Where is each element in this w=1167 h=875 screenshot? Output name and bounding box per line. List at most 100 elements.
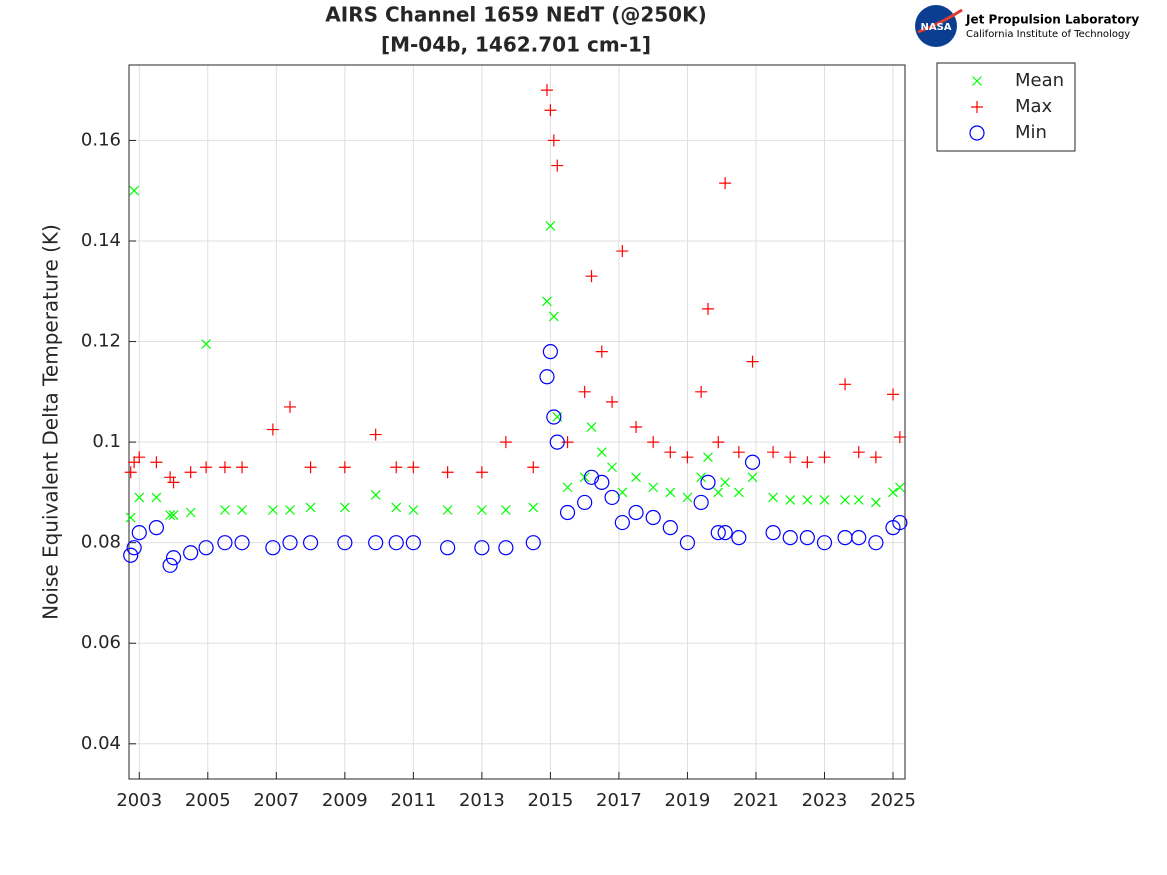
point xyxy=(545,220,556,231)
point xyxy=(733,487,744,498)
point xyxy=(712,436,725,449)
point xyxy=(710,525,726,541)
point xyxy=(604,489,620,506)
point xyxy=(785,495,796,505)
x-tick-label: 2019 xyxy=(665,790,711,811)
point xyxy=(234,535,250,551)
point xyxy=(819,495,830,505)
point xyxy=(338,461,351,474)
point xyxy=(630,421,643,434)
point xyxy=(528,502,539,513)
point xyxy=(201,339,212,349)
legend-marker xyxy=(969,125,985,141)
legend-label: Max xyxy=(1015,96,1053,117)
point xyxy=(405,535,421,551)
point xyxy=(162,557,178,573)
point xyxy=(474,540,490,556)
point xyxy=(284,400,297,413)
point xyxy=(266,423,279,436)
point xyxy=(407,461,420,474)
point xyxy=(165,510,176,520)
plot-area xyxy=(129,65,905,779)
point xyxy=(801,456,814,469)
x-tick-label: 2013 xyxy=(459,790,505,811)
point xyxy=(498,540,514,556)
point xyxy=(124,466,137,479)
point xyxy=(695,385,708,398)
point xyxy=(768,492,779,503)
y-tick-label: 0.16 xyxy=(81,129,121,150)
point xyxy=(595,345,608,358)
y-tick-label: 0.08 xyxy=(81,532,121,553)
point xyxy=(167,476,180,489)
point xyxy=(305,502,316,513)
y-tick-label: 0.1 xyxy=(92,431,121,452)
point xyxy=(894,482,905,493)
point xyxy=(869,451,882,464)
point xyxy=(546,409,562,425)
point xyxy=(302,535,319,551)
point xyxy=(852,446,865,459)
point xyxy=(549,434,565,450)
point xyxy=(645,509,661,526)
point xyxy=(559,504,576,521)
x-tick-label: 2025 xyxy=(870,790,916,811)
point xyxy=(746,355,759,368)
chart-subtitle: [M-04b, 1462.701 cm-1] xyxy=(381,33,651,57)
point xyxy=(542,344,559,360)
legend: Mean Max Min xyxy=(936,62,1076,152)
point xyxy=(583,469,600,485)
x-tick-label: 2007 xyxy=(253,790,299,811)
point xyxy=(220,505,230,515)
point xyxy=(168,510,179,520)
y-tick-label: 0.04 xyxy=(81,733,121,754)
point xyxy=(440,540,456,556)
logo-name: Jet Propulsion Laboratory xyxy=(965,13,1139,27)
x-tick-label: 2009 xyxy=(322,790,368,811)
point xyxy=(665,487,676,498)
point xyxy=(596,447,607,458)
point xyxy=(747,472,758,483)
y-axis-label: Noise Equivalent Delta Temperature (K) xyxy=(39,224,63,620)
point xyxy=(265,540,281,556)
point xyxy=(282,535,298,551)
point xyxy=(388,535,404,551)
point xyxy=(390,461,403,474)
point xyxy=(200,461,213,474)
point xyxy=(818,451,831,464)
y-tick-label: 0.12 xyxy=(81,331,121,352)
point xyxy=(700,474,716,490)
point xyxy=(499,436,512,449)
point xyxy=(765,525,781,541)
point xyxy=(408,505,419,515)
point xyxy=(151,492,162,503)
point xyxy=(614,514,630,531)
point xyxy=(744,454,761,470)
x-tick-label: 2005 xyxy=(185,790,231,811)
point xyxy=(892,514,908,531)
point xyxy=(851,530,867,546)
point xyxy=(476,505,487,515)
point xyxy=(391,502,402,513)
logo-institute: California Institute of Technology xyxy=(966,29,1130,40)
point xyxy=(713,487,724,498)
point xyxy=(500,505,511,515)
point xyxy=(126,540,142,556)
point xyxy=(267,505,278,515)
point xyxy=(693,494,709,511)
x-tick-label: 2023 xyxy=(802,790,848,811)
point xyxy=(551,159,564,172)
point xyxy=(782,530,798,546)
point xyxy=(853,495,864,505)
point xyxy=(539,369,555,385)
point xyxy=(731,530,747,546)
point xyxy=(585,270,598,283)
legend-marker xyxy=(971,101,983,113)
point xyxy=(525,535,541,551)
chart-title: AIRS Channel 1659 NEdT (@250K) xyxy=(325,3,706,27)
point xyxy=(607,462,617,473)
point xyxy=(702,302,715,315)
logo-swoosh xyxy=(917,8,963,34)
point xyxy=(799,530,815,546)
